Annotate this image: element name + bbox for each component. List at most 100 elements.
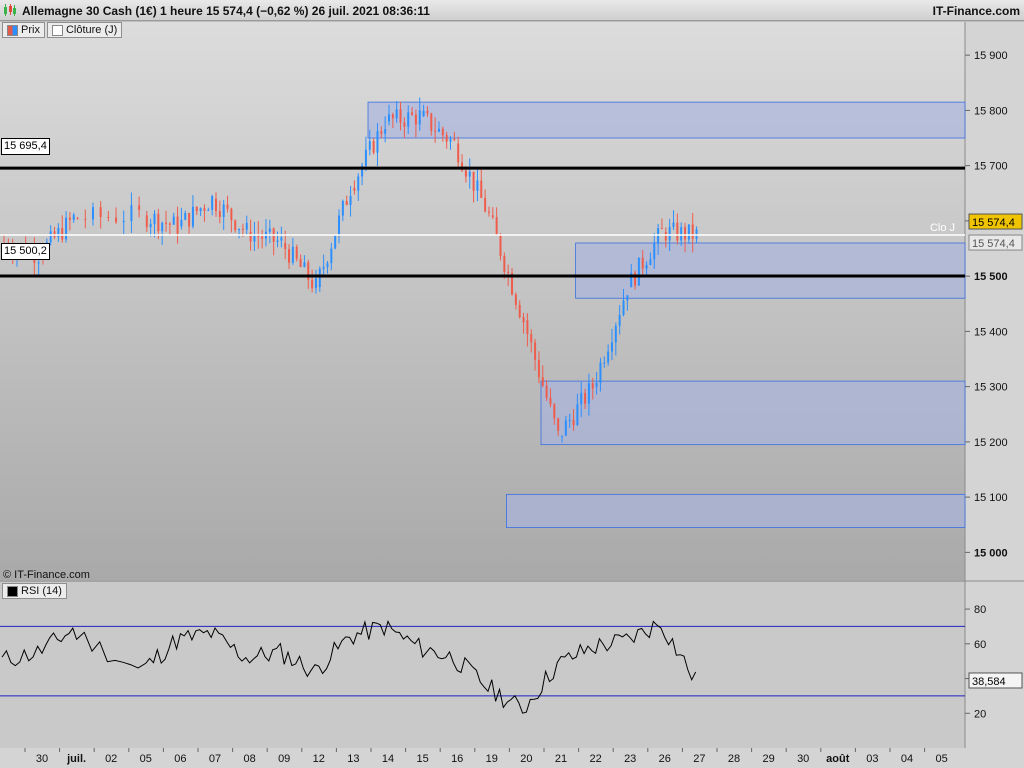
price-candle [361,165,364,177]
demand-zone [367,101,966,139]
price-candle [372,141,375,153]
price-candle [53,231,56,238]
price-candle [107,216,110,218]
price-candle [280,237,283,241]
price-candle [607,351,610,363]
price-candle [353,187,356,191]
close-j-price-label: 15 574,4 [972,238,1015,250]
price-candle [480,180,483,198]
time-tick-label: 05 [935,753,947,765]
time-tick-label: 30 [797,753,809,765]
price-candle [384,128,387,134]
price-candle [476,180,479,191]
rsi-last-tag [968,672,1023,689]
price-legend: Prix Clôture (J) [2,22,123,38]
price-candle [537,359,540,378]
price-candle [222,204,225,218]
price-tick-label: 15 000 [974,547,1008,559]
price-candle [399,109,402,123]
price-candle [364,149,367,166]
brand-label: IT-Finance.com [932,4,1020,18]
price-candle [595,382,598,387]
price-candle [464,170,467,177]
price-candle [514,294,517,305]
price-candle [157,213,160,232]
price-candle [376,131,379,153]
price-tick-label: 15 500 [974,271,1008,283]
time-tick-label: 20 [520,753,532,765]
time-tick-label: 29 [762,753,774,765]
time-tick-label: 30 [36,753,48,765]
time-tick-label: 14 [382,753,394,765]
time-tick-label: 13 [347,753,359,765]
close-j-label: Clo J [930,222,955,234]
rsi-tick-label: 80 [974,604,986,616]
rsi-plot-area [0,582,965,748]
price-candle [695,229,698,239]
price-candle [37,262,40,264]
price-candle [637,257,640,286]
price-candle [380,131,383,134]
price-candle [457,143,460,163]
price-candle [518,304,521,318]
price-candle [326,263,329,267]
time-tick-label: 08 [243,753,255,765]
price-candle [484,197,487,212]
price-candle [172,216,175,225]
price-candle [687,224,690,240]
price-candle [691,224,694,239]
price-candle [318,268,321,288]
resistance-level-tag: 15 695,4 [1,138,50,155]
price-tick-label: 15 800 [974,105,1008,117]
price-candle [676,222,679,241]
price-candle [299,258,302,267]
price-candle [580,392,583,405]
white-swatch-icon [51,24,63,36]
price-candle [587,383,590,404]
price-candle [468,171,471,177]
demand-zone [540,380,966,446]
price-candle [680,227,683,241]
price-tick-label: 15 200 [974,437,1008,449]
price-candle [314,278,317,289]
price-candle [84,218,87,220]
legend-item-prix[interactable]: Prix [2,22,45,38]
price-candle [72,214,75,220]
rsi-tick-label: 60 [974,639,986,651]
price-candle [407,112,410,127]
price-candle [215,198,217,212]
title-bar: Allemagne 30 Cash (1€) 1 heure 15 574,4 … [0,0,1024,21]
price-candle [68,217,71,220]
legend-item-cloture[interactable]: Clôture (J) [46,22,123,38]
time-tick-label: 27 [693,753,705,765]
time-tick-label: 28 [728,753,740,765]
price-candle [634,272,637,286]
copyright-label: © IT-Finance.com [3,569,90,581]
price-candle [511,272,514,295]
price-candle [618,315,621,326]
price-candle [188,212,191,227]
price-candle [203,208,206,211]
price-candle [672,222,675,227]
time-tick-label: 15 [416,753,428,765]
price-candle [241,228,244,230]
time-tick-label: 26 [659,753,671,765]
time-tick-label: 16 [451,753,463,765]
price-candle [207,209,210,211]
price-candle [191,206,194,227]
price-candle [610,342,613,352]
time-tick-label: 07 [209,753,221,765]
price-candle [411,112,414,115]
price-candle [195,206,198,212]
price-candle [653,242,656,260]
rsi-legend[interactable]: RSI (14) [2,583,67,599]
price-candle [184,212,187,220]
price-candle [357,176,360,191]
price-candle [76,218,79,220]
price-candle [261,236,264,239]
price-candle [568,419,571,421]
price-candle [487,211,490,213]
demand-zone [575,242,966,299]
